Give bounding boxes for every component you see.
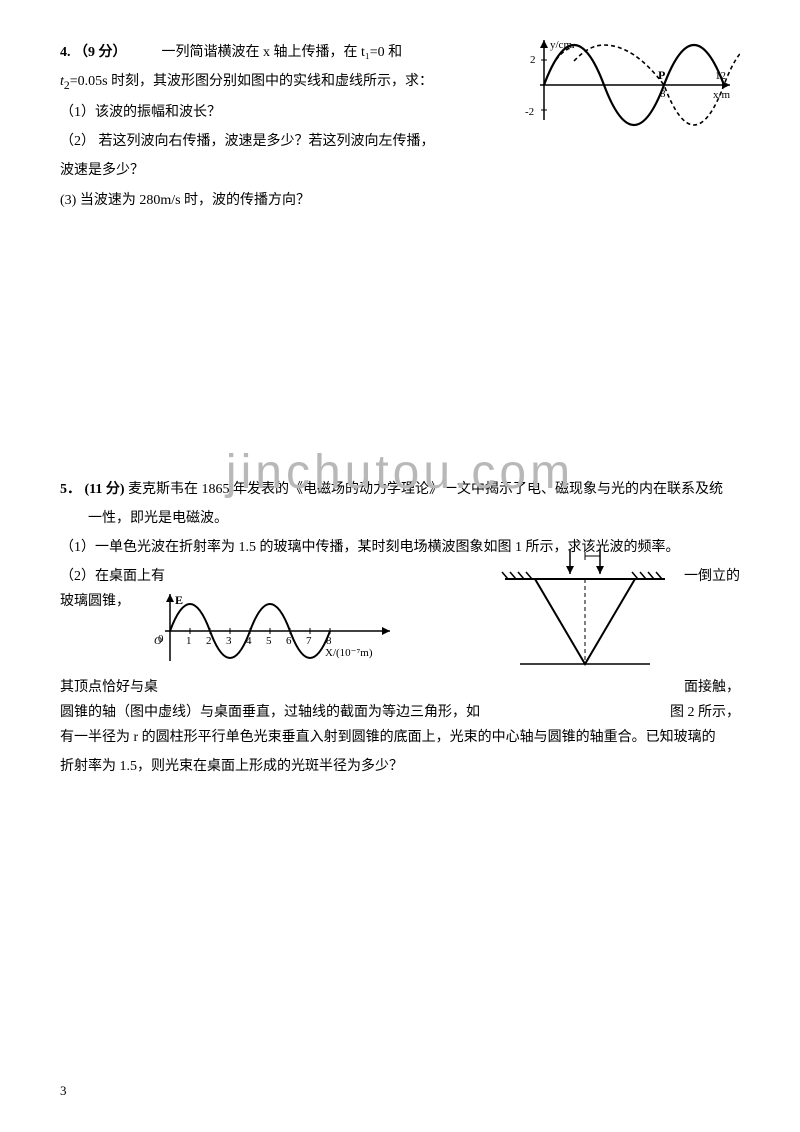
p4-number: 4.	[60, 45, 71, 60]
p5-q2a-tail: 一倒立的	[684, 564, 740, 589]
p5-q2f: 折射率为 1.5，则光束在桌面上形成的光斑半径为多少？	[60, 754, 740, 779]
figure-cone	[500, 544, 670, 683]
p5-figure-row: （2）在桌面上有 一倒立的 玻璃圆锥， E X/(10⁻⁷m) 0 123 45…	[60, 564, 740, 725]
figure-wave-p4: 2 -2 y/cm x/m 8 12 P	[520, 35, 740, 139]
p5-q2d: 圆锥的轴（图中虚线）与桌面垂直，过轴线的截面为等边三角形，如	[60, 700, 480, 725]
ytick-2: 2	[530, 54, 536, 66]
p5-q2e: 有一半径为 r 的圆柱形平行单色光束垂直入射到圆锥的底面上，光束的中心轴与圆锥的…	[60, 725, 740, 750]
p4-stem-1: 一列简谐横波在 x 轴上传播，在 t₁=0 和	[162, 45, 403, 60]
svg-text:2: 2	[206, 635, 212, 647]
p5-stem-1: 麦克斯韦在 1865 年发表的《电磁场的动力学理论》一文中揭示了电、磁现象与光的…	[128, 482, 723, 497]
P-label: P	[658, 68, 665, 82]
p5-q2c-tail: 面接触，	[684, 675, 740, 700]
p5-q2d-tail: 图 2 所示，	[670, 700, 740, 725]
p4-q3: (3) 当波速为 280m/s 时，波的传播方向？	[60, 188, 740, 213]
p5-points: (11 分)	[85, 482, 125, 497]
ytick-neg2: -2	[525, 106, 534, 118]
e-wave-icon: E X/(10⁻⁷m) 0 123 456 78 O	[150, 586, 400, 666]
origin-O: O	[154, 635, 162, 647]
p4-points: （9 分）	[74, 45, 127, 60]
p5-stem-line1: 5． (11 分) 麦克斯韦在 1865 年发表的《电磁场的动力学理论》一文中揭…	[60, 477, 740, 502]
E-label: E	[175, 593, 183, 607]
x-unit-label: X/(10⁻⁷m)	[325, 647, 373, 659]
svg-text:6: 6	[286, 635, 292, 647]
svg-text:7: 7	[306, 635, 312, 647]
wave-graph-icon: 2 -2 y/cm x/m 8 12 P	[520, 35, 740, 130]
p5-stem-2: 一性，即光是电磁波。	[60, 506, 740, 531]
cone-icon	[500, 544, 670, 674]
p4-stem-2: =0.05s 时刻，其波形图分别如图中的实线和虚线所示，求：	[70, 74, 433, 89]
p5-q2c: 其顶点恰好与桌	[60, 675, 158, 700]
svg-text:8: 8	[326, 635, 332, 647]
svg-text:5: 5	[266, 635, 272, 647]
svg-text:1: 1	[186, 635, 192, 647]
svg-text:3: 3	[226, 635, 232, 647]
x-axis-label: x/m	[713, 89, 731, 101]
p4-q2b: 波速是多少？	[60, 158, 740, 183]
xtick-group: 1 2 3 4 5 6 7 8	[186, 635, 332, 647]
p5-number: 5．	[60, 482, 81, 497]
problem-5: 5． (11 分) 麦克斯韦在 1865 年发表的《电磁场的动力学理论》一文中揭…	[60, 477, 740, 780]
svg-text:4: 4	[246, 635, 252, 647]
problem-4: 2 -2 y/cm x/m 8 12 P 4. （9 分） 一列简谐横波在 x …	[60, 40, 740, 217]
page-number: 3	[60, 1079, 67, 1102]
figure-e-wave: E X/(10⁻⁷m) 0 123 456 78 O	[150, 586, 400, 675]
